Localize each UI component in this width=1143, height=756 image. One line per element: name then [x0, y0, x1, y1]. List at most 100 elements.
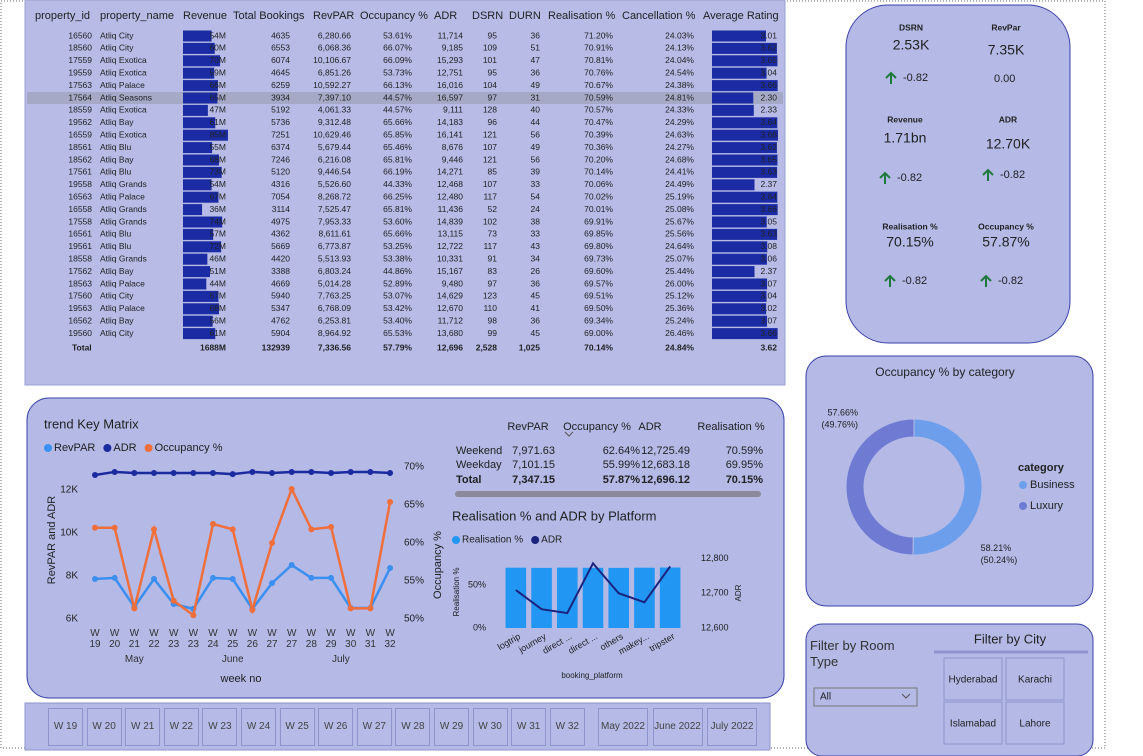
table-cell: 7,763.25 [318, 291, 351, 301]
revenue-bar [183, 129, 228, 141]
rating-bar [712, 117, 778, 129]
week-button[interactable]: W 26 [318, 708, 354, 746]
point [229, 576, 236, 583]
table-cell: 3.07 [760, 278, 777, 288]
table-cell: Atliq Bay [100, 266, 134, 276]
table-cell: 69.57% [584, 278, 613, 288]
city-tile[interactable] [943, 657, 1003, 701]
table-total: 12,696 [437, 342, 463, 352]
revenue-bar [183, 104, 208, 116]
x-tick-label: W 24 [207, 628, 219, 650]
kpi-value: 57.87% [982, 234, 1029, 250]
table-cell: 53.42% [383, 303, 412, 313]
table-cell: 67M [209, 191, 226, 201]
table-cell: 49 [531, 80, 541, 90]
table-cell: 18563 [68, 278, 92, 288]
week-button[interactable]: W 29 [434, 708, 469, 746]
table-header: RevPAR [313, 10, 354, 22]
table-cell: Atliq Seasons [100, 92, 152, 102]
rating-bar [712, 278, 768, 290]
table-header: Average Rating [703, 10, 779, 22]
table-cell: 5904 [271, 328, 290, 338]
table-cell: 17559 [68, 55, 92, 65]
table-cell: 70.36% [584, 142, 613, 152]
table-cell: Atliq Palace [100, 278, 145, 288]
table-header: Occupancy % [360, 10, 428, 22]
table-cell: 44 [531, 117, 541, 127]
week-button[interactable]: W 28 [395, 708, 431, 746]
week-button[interactable]: W 20 [86, 708, 122, 746]
table-cell: 3.68 [760, 129, 777, 139]
table-cell: 54M [209, 30, 226, 40]
week-button[interactable]: W 19 [48, 708, 83, 746]
city-option: Hyderabad [949, 675, 998, 686]
x-tick-label: W 19 [89, 628, 101, 650]
week-button[interactable]: W 27 [356, 708, 392, 746]
table-cell: 3.08 [760, 241, 777, 251]
table-cell: 24.54% [665, 67, 694, 77]
table-cell: 66.09% [383, 55, 412, 65]
week-button[interactable]: W 23 [202, 708, 238, 746]
dropdown[interactable] [813, 687, 918, 707]
table-cell: 85M [209, 129, 226, 139]
table-cell: 3.65 [760, 55, 777, 65]
table-cell: 65M [209, 92, 226, 102]
rating-bar [712, 129, 778, 141]
table-cell: 65.81% [383, 154, 412, 164]
y-tick-label: 10K [60, 528, 78, 539]
series-line [94, 470, 391, 477]
table-cell: 66.07% [383, 43, 412, 53]
table-header: DURN [509, 10, 541, 22]
rating-bar [712, 42, 777, 54]
month-button[interactable]: June 2022 [652, 708, 703, 746]
table-cell: 19560 [68, 328, 92, 338]
week-button[interactable]: W 24 [241, 708, 276, 746]
table-cell: 7251 [271, 129, 290, 139]
table-cell: 69.00% [584, 328, 613, 338]
table-cell: 5736 [271, 117, 290, 127]
kpi-delta: -0.82 [902, 275, 927, 287]
table-cell: 38 [531, 216, 541, 226]
week-button[interactable]: W 25 [279, 708, 315, 746]
table-cell: 4,061.33 [318, 105, 351, 115]
table-cell: 12,670 [437, 303, 463, 313]
table-cell: 70.81% [584, 55, 613, 65]
table-cell: 70.76% [584, 67, 613, 77]
point [288, 486, 295, 493]
table-cell: 66.19% [383, 167, 412, 177]
week-button[interactable]: W 21 [125, 708, 161, 746]
city-tile[interactable] [1005, 657, 1065, 701]
table-cell: 70.06% [584, 179, 613, 189]
legend-dot [103, 444, 112, 452]
week-button[interactable]: W 31 [511, 708, 547, 746]
month-button[interactable]: July 2022 [707, 708, 757, 746]
summary-cell: 7,971.63 [512, 445, 555, 457]
week-button[interactable]: W 30 [472, 708, 508, 746]
city-tile[interactable] [943, 701, 1003, 745]
y-axis-title: Realisation % [452, 568, 461, 617]
bar [582, 567, 604, 628]
table-cell: 70.47% [584, 117, 613, 127]
month-button[interactable]: May 2022 [598, 708, 648, 746]
table-cell: 16563 [68, 191, 92, 201]
revenue-bar [183, 179, 212, 191]
summary-cell: 55.99% [603, 459, 641, 471]
table-cell: 3.66 [760, 328, 777, 338]
table-cell: 19562 [68, 117, 92, 127]
summary-cell: 62.64% [603, 445, 641, 457]
chart-title: Realisation % and ADR by Platform [452, 508, 656, 523]
summary-header: Occupancy % [563, 421, 631, 433]
revenue-bar [183, 42, 215, 54]
week-button[interactable]: W 32 [549, 708, 585, 746]
table-cell: 6,280.66 [318, 30, 351, 40]
x-tick-label: W 29 [325, 628, 337, 650]
table-cell: 25.12% [665, 291, 694, 301]
table-cell: 51 [531, 43, 541, 53]
table-header: DSRN [472, 10, 503, 22]
week-button[interactable]: W 22 [163, 708, 199, 746]
rating-bar [712, 154, 778, 166]
x-group-label: June [221, 654, 244, 665]
city-tile[interactable] [1005, 701, 1065, 745]
table-cell: Atliq Palace [100, 303, 145, 313]
rating-bar [712, 142, 777, 154]
